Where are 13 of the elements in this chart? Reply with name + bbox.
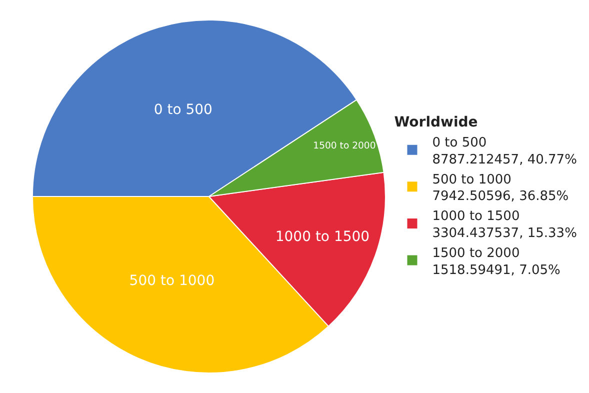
legend-label: 1000 to 1500 [432, 209, 520, 224]
data-label: 8787.212457, 40.77% [432, 152, 577, 168]
slice-label: 1000 to 1500 [275, 229, 370, 246]
data-label: 3304.437537, 15.33% [432, 226, 577, 241]
legend-label: 500 to 1000 [432, 172, 512, 188]
slice-label: 500 to 1000 [129, 272, 215, 289]
slice-label: 1500 to 2000 [313, 140, 376, 152]
data-label: 7942.50596, 36.85% [432, 189, 569, 204]
legend-label: 0 to 500 [432, 135, 487, 150]
legend-label: 1500 to 2000 [432, 246, 520, 261]
legend-title: Worldwide [394, 114, 478, 130]
data-label: 1518.59491, 7.05% [432, 262, 560, 278]
slice-label: 0 to 500 [154, 102, 212, 118]
